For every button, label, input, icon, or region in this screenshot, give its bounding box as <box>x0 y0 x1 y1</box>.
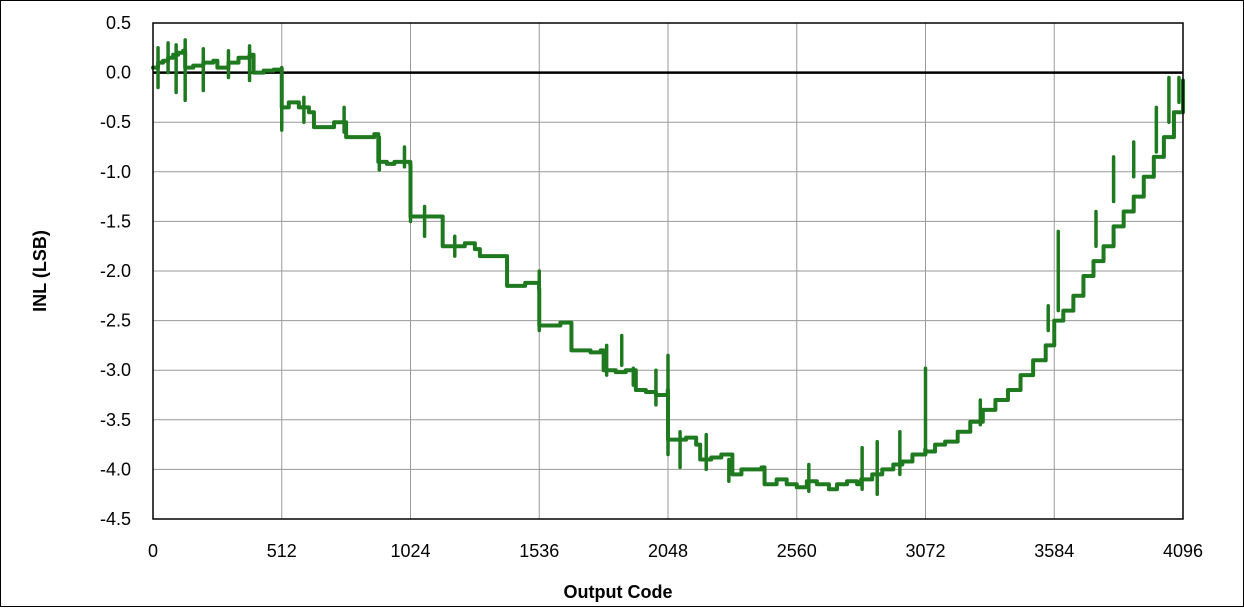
x-tick-label: 0 <box>148 541 158 561</box>
y-tick-label: -1.5 <box>100 211 131 231</box>
x-tick-label: 512 <box>267 541 297 561</box>
x-tick-label: 2560 <box>777 541 817 561</box>
x-axis-title: Output Code <box>564 582 673 602</box>
x-tick-labels: 0 512 1024 1536 2048 2560 3072 3584 4096 <box>148 541 1203 561</box>
plot-area-border <box>152 22 1184 520</box>
y-tick-label: -4.5 <box>100 509 131 529</box>
y-tick-labels: 0.5 0.0 -0.5 -1.0 -1.5 -2.0 -2.5 -3.0 -3.5 -4.0 -4… <box>100 13 131 529</box>
y-tick-label: 0.5 <box>106 13 131 33</box>
y-tick-label: -4.0 <box>100 459 131 479</box>
x-tick-label: 1024 <box>390 541 430 561</box>
x-tick-label: 4096 <box>1163 541 1203 561</box>
x-tick-label: 3072 <box>905 541 945 561</box>
y-tick-label: -0.5 <box>100 112 131 132</box>
y-axis-title: INL (LSB) <box>30 230 50 312</box>
x-tick-label: 3584 <box>1034 541 1074 561</box>
x-tick-label: 1536 <box>519 541 559 561</box>
y-tick-label: -1.0 <box>100 162 131 182</box>
series-layer <box>151 38 1185 496</box>
y-tick-label: -2.5 <box>100 311 131 331</box>
y-tick-label: -3.0 <box>100 360 131 380</box>
y-tick-label: 0.0 <box>106 63 131 83</box>
x-tick-label: 2048 <box>648 541 688 561</box>
y-tick-label: -2.0 <box>100 261 131 281</box>
y-tick-label: -3.5 <box>100 410 131 430</box>
